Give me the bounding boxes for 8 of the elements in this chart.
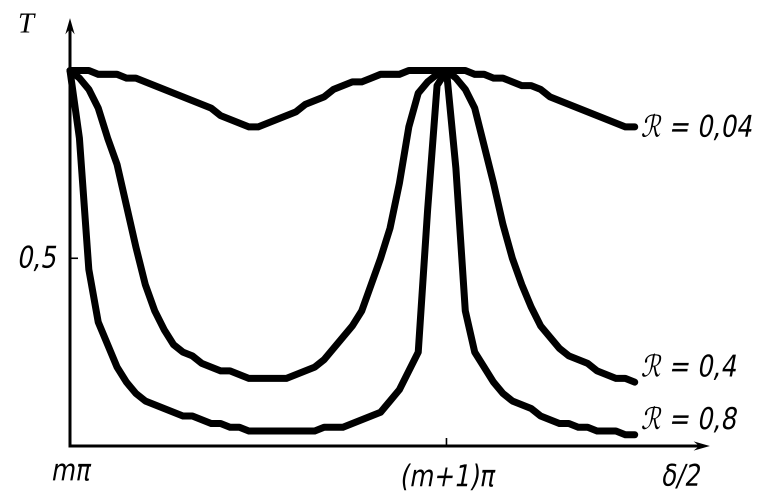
- text: 0,5: [20, 245, 56, 272]
- x-tick-label: mπ: [52, 464, 92, 481]
- series-label: ℛ = 0,8: [642, 406, 737, 433]
- x-tick-label: (m+1)π: [402, 464, 496, 490]
- series-label: ℛ = 0,4: [642, 353, 736, 380]
- series-label: ℛ = 0,04: [642, 114, 752, 140]
- y-axis-title: T: [20, 14, 36, 32]
- x-axis-title: δ/2: [663, 463, 700, 489]
